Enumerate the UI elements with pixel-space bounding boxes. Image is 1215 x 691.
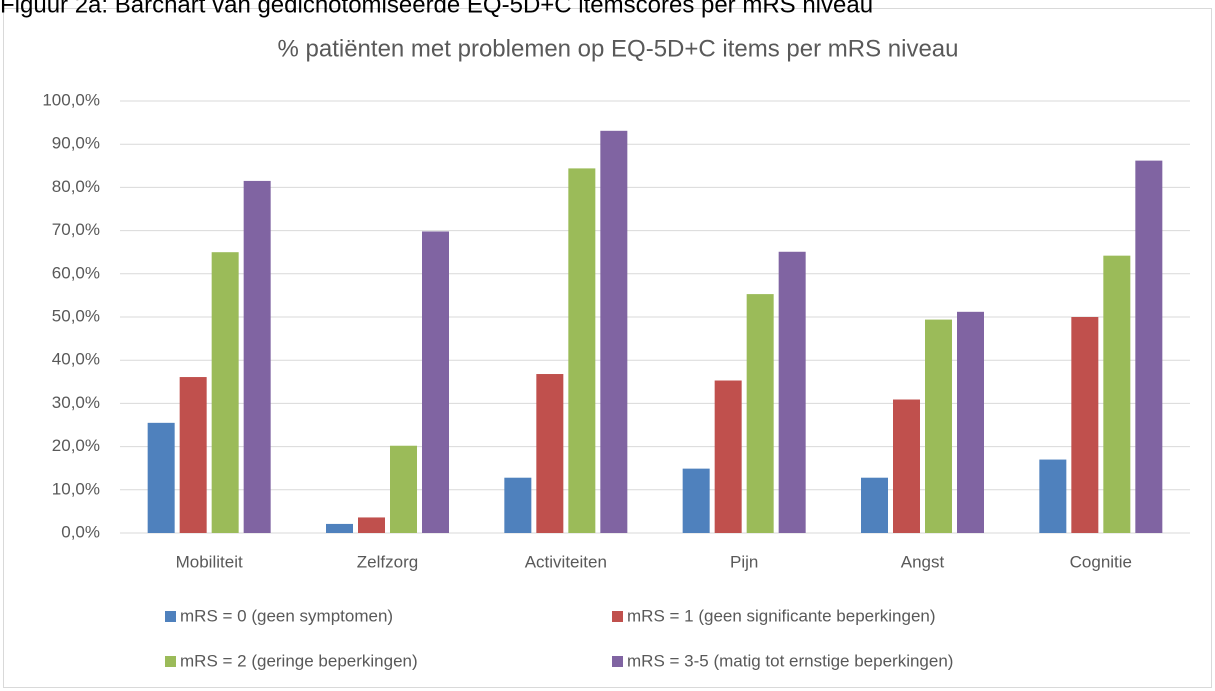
- y-tick-label: 90,0%: [52, 134, 100, 153]
- bar: [746, 294, 774, 533]
- y-tick-label: 70,0%: [52, 220, 100, 239]
- bar: [179, 377, 207, 533]
- y-tick-label: 100,0%: [42, 90, 100, 109]
- x-tick-label: Pijn: [730, 552, 758, 571]
- bar: [682, 468, 710, 533]
- chart-title: % patiënten met problemen op EQ-5D+C ite…: [278, 35, 959, 62]
- legend-label: mRS = 3-5 (matig tot ernstige beperkinge…: [627, 651, 953, 670]
- legend-swatch: [612, 656, 623, 667]
- bar: [536, 374, 564, 533]
- legend-swatch: [165, 611, 176, 622]
- figure-caption: Figuur 2a: Barchart van gedichotomiseerd…: [0, 0, 873, 18]
- bar: [390, 445, 417, 533]
- y-tick-label: 80,0%: [52, 177, 100, 196]
- bar: [568, 168, 596, 533]
- y-tick-label: 40,0%: [52, 350, 100, 369]
- legend-label: mRS = 1 (geen significante beperkingen): [627, 606, 936, 625]
- x-tick-label: Activiteiten: [525, 552, 607, 571]
- bar: [422, 231, 449, 534]
- y-tick-label: 60,0%: [52, 263, 100, 282]
- x-tick-label: Zelfzorg: [357, 552, 418, 571]
- legend-label: mRS = 2 (geringe beperkingen): [180, 651, 418, 670]
- bar: [861, 477, 888, 533]
- bar: [925, 319, 952, 533]
- bar: [600, 130, 628, 534]
- x-tick-label: Angst: [901, 552, 945, 571]
- legend-label: mRS = 0 (geen symptomen): [180, 606, 393, 625]
- bar: [504, 477, 532, 533]
- y-tick-label: 30,0%: [52, 393, 100, 412]
- bar: [358, 517, 385, 533]
- bar: [147, 422, 175, 533]
- x-tick-label: Mobiliteit: [176, 552, 243, 571]
- y-tick-label: 50,0%: [52, 306, 100, 325]
- bar: [326, 523, 353, 533]
- y-tick-label: 0,0%: [61, 522, 100, 541]
- legend-swatch: [165, 656, 176, 667]
- bar: [893, 399, 920, 533]
- bar: [1039, 459, 1067, 533]
- bar: [1103, 255, 1131, 533]
- bar: [778, 251, 806, 533]
- x-tick-label: Cognitie: [1070, 552, 1132, 571]
- bar: [211, 252, 239, 533]
- bar: [1135, 160, 1163, 533]
- y-tick-label: 10,0%: [52, 479, 100, 498]
- bar: [714, 380, 742, 533]
- bar: [243, 180, 271, 534]
- y-tick-label: 20,0%: [52, 436, 100, 455]
- bar: [1071, 317, 1099, 533]
- bar: [957, 311, 984, 533]
- legend-swatch: [612, 611, 623, 622]
